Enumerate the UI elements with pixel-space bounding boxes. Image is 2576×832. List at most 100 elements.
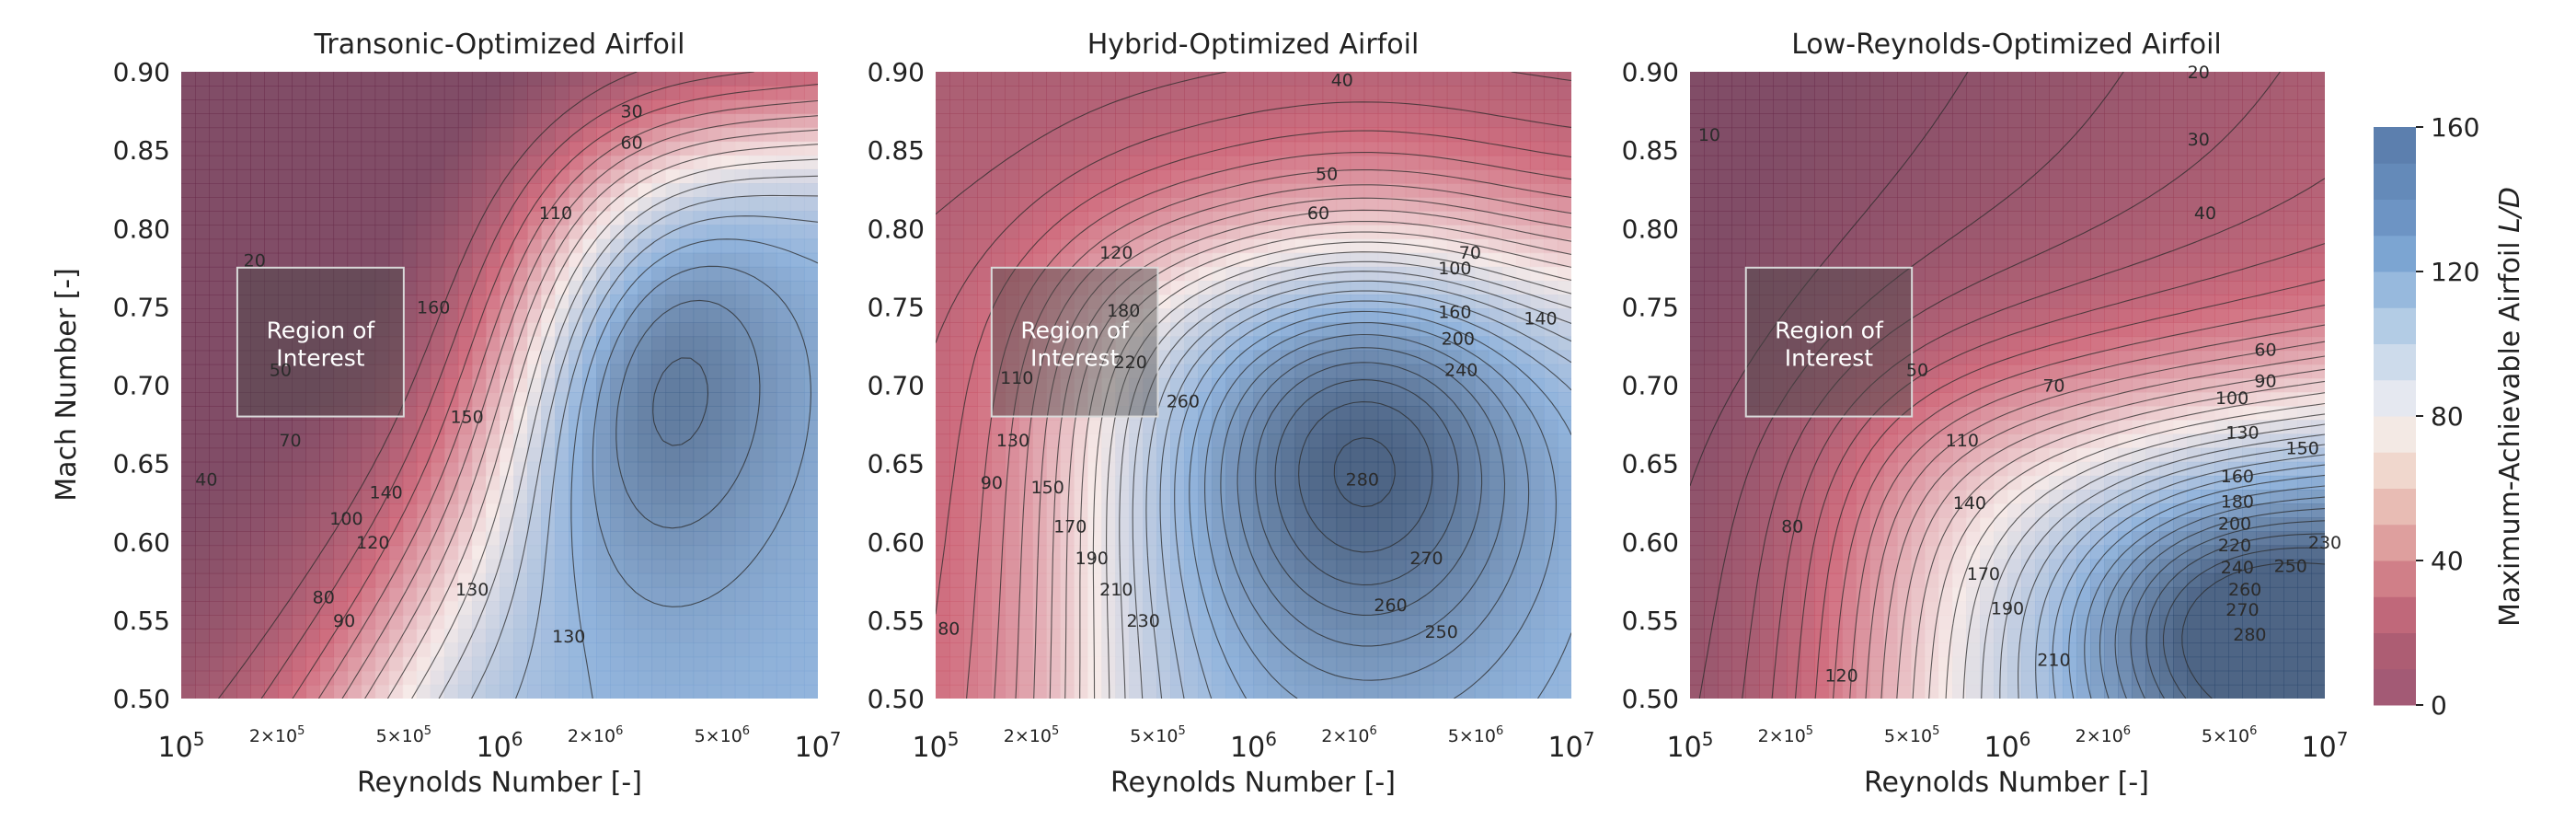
field-cell [1363,447,1379,463]
field-cell [1419,531,1434,547]
field-cell [1391,447,1407,463]
field-cell [734,656,750,672]
field-cell [596,461,611,477]
field-cell [430,336,445,352]
field-cell [693,252,708,268]
field-cell [1543,559,1558,574]
field-cell [500,266,514,282]
field-cell [278,420,293,435]
field-cell [1474,308,1489,323]
field-cell [388,197,404,212]
field-cell [1184,420,1200,435]
field-cell [347,168,362,184]
field-cell [803,141,818,156]
field-cell [2090,211,2105,226]
field-cell [195,559,210,574]
y-tick-label: 0.90 [868,57,925,87]
field-cell [720,336,736,352]
field-cell [963,238,978,254]
field-cell [1731,252,1746,268]
field-cell [1018,642,1033,658]
field-cell [1925,127,1939,143]
field-cell [1350,684,1365,699]
field-cell [1405,377,1420,393]
field-cell [527,322,542,338]
contour-label: 100 [329,509,362,529]
field-cell [1501,503,1517,518]
field-cell [319,670,335,686]
field-cell [209,364,224,379]
field-cell [1460,377,1476,393]
field-cell [264,364,279,379]
field-cell [1952,211,1967,226]
field-cell [402,183,418,198]
field-cell [2063,252,2077,268]
field-cell [789,656,805,672]
field-cell [1294,155,1310,170]
field-cell [430,168,445,184]
field-cell [347,572,362,588]
contour-label: 60 [620,133,642,154]
field-cell [319,350,335,365]
field-cell [250,350,265,365]
field-cell [1419,266,1434,282]
field-cell [596,572,611,588]
panel-transonic: Transonic-Optimized Airfoil Region ofInt… [51,29,841,799]
field-cell [1184,322,1200,338]
field-cell [209,197,224,212]
field-cell [443,559,459,574]
field-cell [278,629,293,644]
field-cell [1087,86,1102,100]
field-cell [1046,295,1061,309]
field-cell [610,168,625,184]
field-cell [624,141,639,156]
field-cell [1018,308,1033,323]
field-cell [596,642,611,658]
field-cell [1170,517,1185,532]
field-cell [1074,72,1088,87]
field-cell [1129,559,1144,574]
field-cell [1501,225,1517,240]
field-cell [762,113,777,129]
field-cell [977,155,992,170]
field-cell [2145,141,2160,156]
field-cell [1267,377,1282,393]
field-cell [776,392,791,407]
field-cell [1032,545,1047,560]
field-cell [1432,127,1448,143]
field-cell [402,517,418,532]
field-cell [665,225,681,240]
field-cell [1529,72,1545,87]
field-cell [223,615,237,630]
field-cell [991,113,1006,129]
field-cell [1543,141,1558,156]
field-cell [1308,684,1324,699]
field-cell [1952,113,1967,129]
field-cell [1377,350,1393,365]
field-cell [569,684,583,699]
field-cell [679,517,695,532]
field-cell [1267,72,1282,87]
field-cell [264,559,279,574]
field-cell [485,197,500,212]
field-cell [977,503,992,518]
field-cell [1294,572,1310,588]
field-cell [1773,113,1788,129]
field-cell [1156,420,1171,435]
field-cell [665,336,681,352]
field-cell [638,225,653,240]
field-cell [1060,364,1075,379]
field-cell [1032,461,1047,477]
field-cell [443,420,459,435]
field-cell [388,503,404,518]
field-cell [776,336,791,352]
field-cell [665,197,681,212]
field-cell [555,545,569,560]
field-cell [513,99,528,114]
field-cell [624,420,639,435]
field-cell [430,72,445,87]
contour-label: 240 [1444,360,1478,380]
contour-label: 30 [620,102,642,122]
field-cell [500,295,514,309]
field-cell [1005,350,1019,365]
